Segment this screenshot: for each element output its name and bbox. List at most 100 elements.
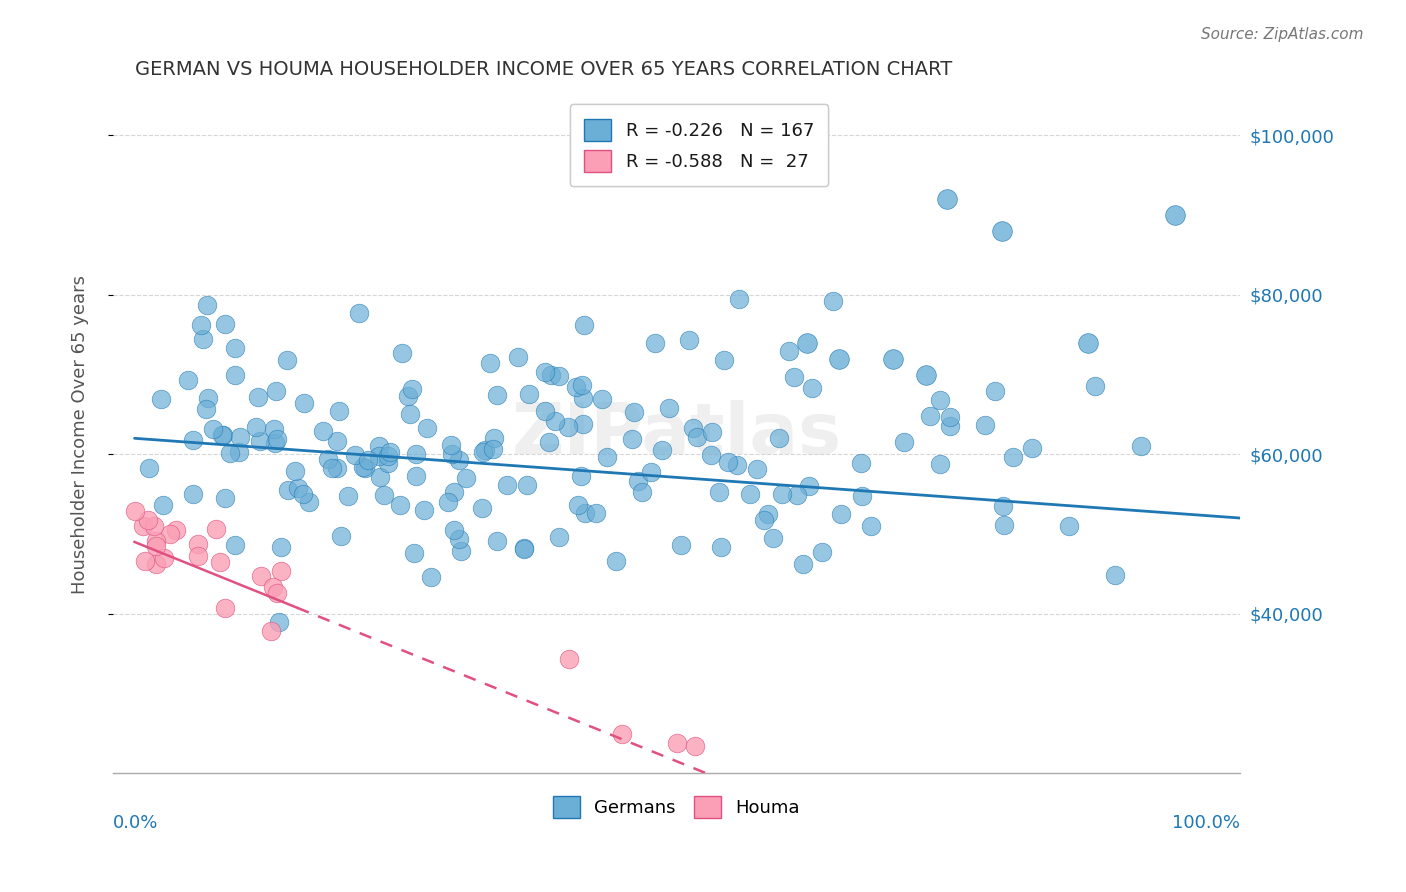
Point	[686, 430, 709, 444]
Point	[219, 445, 242, 459]
Point	[1077, 335, 1099, 350]
Point	[177, 373, 200, 387]
Point	[325, 434, 347, 448]
Point	[378, 445, 401, 459]
Point	[224, 342, 246, 356]
Point	[851, 489, 873, 503]
Point	[266, 384, 288, 398]
Point	[214, 317, 236, 331]
Point	[474, 443, 496, 458]
Point	[572, 318, 595, 332]
Point	[370, 470, 392, 484]
Point	[357, 453, 380, 467]
Point	[540, 368, 562, 382]
Point	[770, 487, 793, 501]
Point	[762, 531, 785, 545]
Point	[920, 409, 942, 424]
Point	[266, 432, 288, 446]
Point	[605, 554, 627, 568]
Point	[1084, 379, 1107, 393]
Point	[596, 450, 619, 464]
Point	[249, 434, 271, 448]
Point	[557, 420, 579, 434]
Point	[778, 343, 800, 358]
Point	[266, 586, 288, 600]
Point	[449, 452, 471, 467]
Point	[318, 451, 340, 466]
Point	[187, 537, 209, 551]
Point	[534, 366, 557, 380]
Point	[740, 487, 762, 501]
Point	[707, 485, 730, 500]
Point	[682, 421, 704, 435]
Point	[443, 484, 465, 499]
Point	[486, 388, 509, 402]
Point	[159, 527, 181, 541]
Point	[440, 447, 463, 461]
Point	[516, 478, 538, 492]
Point	[440, 438, 463, 452]
Point	[145, 533, 167, 548]
Point	[145, 539, 167, 553]
Point	[756, 507, 779, 521]
Point	[396, 389, 419, 403]
Point	[354, 461, 377, 475]
Point	[519, 386, 541, 401]
Point	[939, 419, 962, 434]
Point	[209, 555, 232, 569]
Point	[389, 499, 412, 513]
Point	[574, 506, 596, 520]
Legend: R = -0.226   N = 167, R = -0.588   N =  27: R = -0.226 N = 167, R = -0.588 N = 27	[569, 104, 828, 186]
Point	[725, 458, 748, 472]
Point	[990, 224, 1012, 238]
Point	[284, 464, 307, 478]
Point	[993, 517, 1015, 532]
Point	[752, 513, 775, 527]
Point	[287, 481, 309, 495]
Point	[214, 491, 236, 506]
Point	[328, 403, 350, 417]
Point	[321, 461, 343, 475]
Point	[796, 335, 818, 350]
Point	[190, 318, 212, 332]
Point	[191, 332, 214, 346]
Point	[377, 456, 399, 470]
Point	[250, 569, 273, 583]
Point	[298, 495, 321, 509]
Point	[312, 425, 335, 439]
Point	[727, 292, 749, 306]
Point	[571, 377, 593, 392]
Point	[591, 392, 613, 407]
Point	[165, 523, 187, 537]
Point	[797, 479, 820, 493]
Point	[228, 445, 250, 459]
Point	[1001, 450, 1024, 464]
Point	[482, 442, 505, 457]
Point	[1130, 439, 1153, 453]
Point	[548, 369, 571, 384]
Y-axis label: Householder Income Over 65 years: Householder Income Over 65 years	[72, 275, 89, 594]
Point	[415, 421, 437, 435]
Point	[214, 601, 236, 615]
Point	[974, 418, 997, 433]
Point	[329, 529, 352, 543]
Point	[640, 465, 662, 479]
Point	[533, 404, 555, 418]
Point	[882, 351, 904, 366]
Point	[830, 507, 852, 521]
Point	[993, 499, 1015, 513]
Point	[136, 513, 159, 527]
Point	[860, 519, 883, 533]
Point	[349, 306, 371, 320]
Text: 100.0%: 100.0%	[1173, 814, 1240, 832]
Text: Source: ZipAtlas.com: Source: ZipAtlas.com	[1201, 27, 1364, 42]
Point	[149, 392, 172, 406]
Point	[1104, 568, 1126, 582]
Point	[263, 422, 285, 436]
Point	[337, 489, 360, 503]
Point	[644, 336, 666, 351]
Point	[547, 530, 569, 544]
Point	[768, 431, 790, 445]
Point	[537, 435, 560, 450]
Point	[702, 425, 724, 440]
